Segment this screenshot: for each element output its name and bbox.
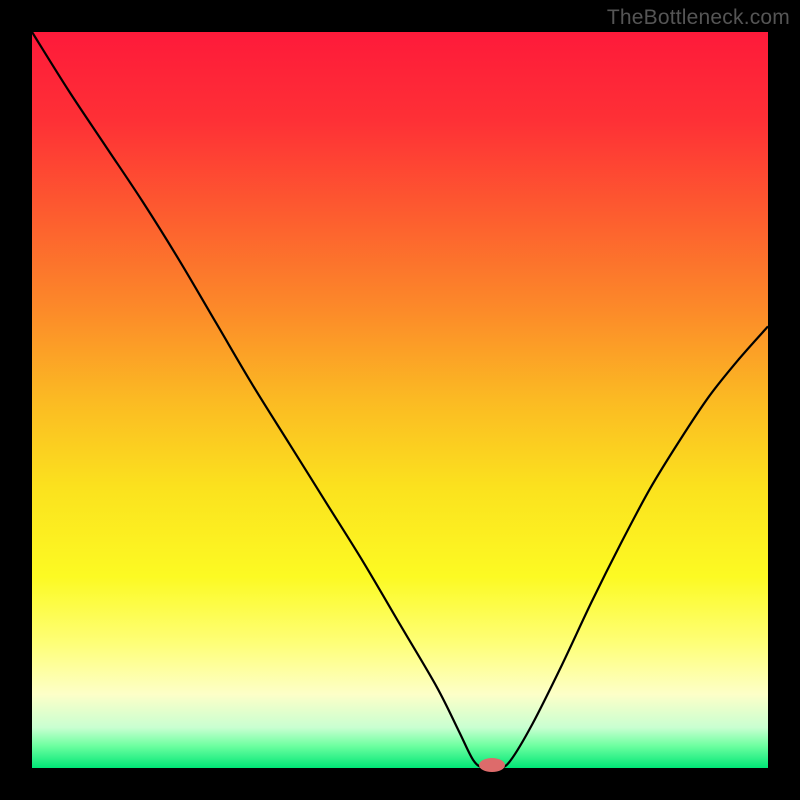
plot-background bbox=[32, 32, 768, 768]
chart-container: { "watermark": { "text": "TheBottleneck.… bbox=[0, 0, 800, 800]
sweet-spot-marker bbox=[479, 758, 505, 772]
watermark-text: TheBottleneck.com bbox=[607, 6, 790, 30]
bottleneck-chart bbox=[0, 0, 800, 800]
